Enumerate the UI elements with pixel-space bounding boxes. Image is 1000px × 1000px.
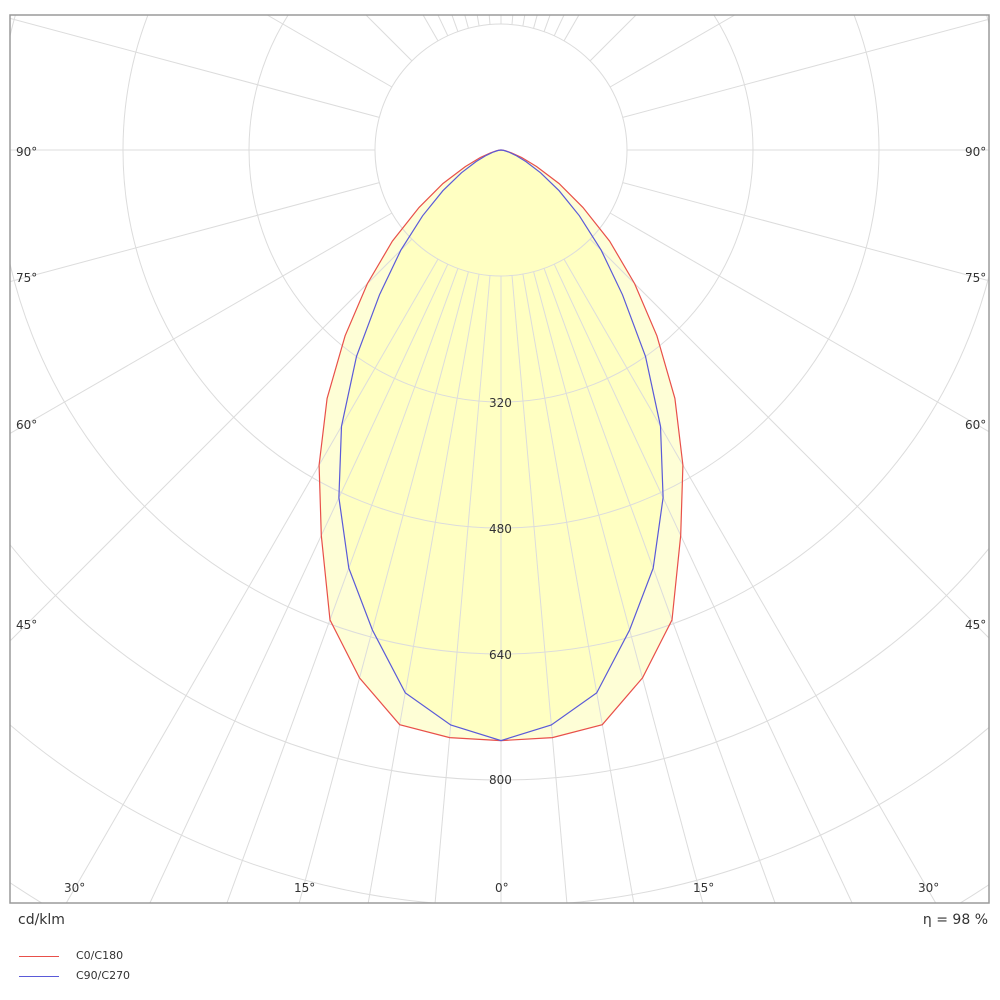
angle-label-right-90: 90°	[965, 145, 987, 159]
grid-radial-line	[589, 15, 637, 62]
unit-label: cd/klm	[18, 912, 65, 928]
grid-radial-line	[451, 15, 459, 32]
grid-radial-line	[543, 15, 551, 32]
grid-radial-line	[10, 182, 380, 283]
angle-label-bottom-15-left: 15°	[294, 881, 316, 895]
grid-radial-line	[609, 212, 989, 433]
legend-swatch-c0-c180	[19, 956, 59, 957]
series-line-c90-c270	[338, 149, 664, 742]
grid-radial-line	[622, 18, 989, 118]
radial-label-320: 320	[489, 396, 512, 410]
angle-label-left-90: 90°	[16, 145, 38, 159]
angle-label-bottom-30-right: 30°	[918, 881, 940, 895]
grid-radial-line	[543, 268, 776, 903]
legend-swatch-c90-c270	[19, 976, 59, 977]
grid-radial-line	[10, 17, 380, 118]
grid-radial-line	[434, 275, 491, 903]
grid-radial-line	[10, 238, 413, 642]
grid-radial-line	[422, 15, 439, 42]
legend-label-c90-c270: C90/C270	[76, 969, 131, 982]
grid-radial-line	[522, 15, 526, 26]
angle-label-right-60: 60°	[965, 418, 987, 432]
angle-label-right-75: 75°	[965, 271, 987, 285]
plot-border	[9, 14, 990, 904]
grid-radial-line	[533, 15, 538, 29]
grid-radial-line	[10, 212, 393, 434]
grid-radial-line	[563, 15, 580, 42]
grid-radial-line	[563, 258, 937, 903]
grid-radial-line	[553, 263, 853, 903]
radial-label-640: 640	[489, 648, 512, 662]
angle-label-bottom-30-left: 30°	[64, 881, 86, 895]
angle-label-left-45: 45°	[16, 618, 38, 632]
grid-radial-line	[367, 274, 480, 903]
grid-radial-line	[609, 15, 736, 88]
angle-label-bottom-0: 0°	[495, 881, 509, 895]
grid-radial-line	[226, 268, 459, 903]
radial-label-480: 480	[489, 522, 512, 536]
angle-label-left-75: 75°	[16, 271, 38, 285]
grid-radial-line	[437, 15, 449, 37]
grid-radial-line	[488, 15, 491, 25]
angle-label-bottom-15-right: 15°	[693, 881, 715, 895]
grid-radial-line	[511, 15, 514, 25]
grid-radial-line	[622, 182, 989, 282]
grid-radial-line	[476, 15, 480, 26]
grid-radial-line	[365, 15, 413, 62]
grid-radial-line	[298, 271, 469, 903]
legend-label-c0-c180: C0/C180	[76, 949, 124, 962]
efficiency-label: η = 98 %	[922, 912, 988, 928]
grid-radial-line	[464, 15, 469, 29]
angle-label-left-60: 60°	[16, 418, 38, 432]
grid-radial-line	[65, 258, 439, 903]
grid-radial-line	[266, 15, 393, 88]
grid-radial-line	[589, 238, 989, 639]
grid-radial-line	[533, 271, 704, 903]
angle-label-right-45: 45°	[965, 618, 987, 632]
radial-label-800: 800	[489, 773, 512, 787]
grid-radial-line	[522, 274, 635, 903]
grid-radial-line	[149, 263, 449, 903]
grid-radial-line	[511, 275, 568, 903]
grid-radial-line	[553, 15, 565, 37]
